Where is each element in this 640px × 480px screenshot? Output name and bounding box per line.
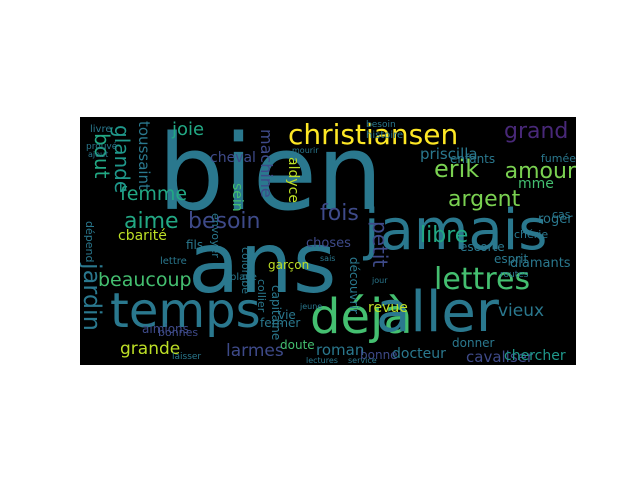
word: toussaint bbox=[135, 121, 153, 190]
word: mme bbox=[518, 176, 554, 192]
word: bonne bbox=[360, 348, 398, 362]
word: amour bbox=[504, 159, 576, 184]
word: mourir bbox=[292, 146, 319, 155]
word: jardin bbox=[80, 263, 106, 331]
word: histoire bbox=[366, 130, 404, 141]
word: cavaliser bbox=[466, 348, 534, 365]
word: vie bbox=[278, 308, 296, 322]
word: ajout bbox=[88, 150, 109, 159]
word: revue bbox=[368, 300, 408, 316]
word: cheval bbox=[210, 150, 256, 166]
word: jamais bbox=[364, 198, 548, 263]
word: libre bbox=[420, 223, 469, 248]
word: choses bbox=[306, 236, 351, 251]
word: prouvé bbox=[86, 142, 118, 152]
word: sein bbox=[229, 183, 245, 212]
word: découvrir bbox=[347, 257, 361, 314]
word: femme bbox=[120, 183, 188, 205]
word: aime bbox=[124, 209, 179, 234]
word-cloud: bien ans jamais temps déjà aller christi… bbox=[80, 117, 576, 365]
word: grande bbox=[120, 339, 181, 359]
word: jour bbox=[372, 276, 388, 285]
word: cas bbox=[552, 208, 571, 221]
word: aldyce bbox=[285, 157, 301, 203]
word: dépend bbox=[83, 221, 96, 263]
word: erik bbox=[434, 155, 480, 183]
word: fils bbox=[186, 238, 204, 252]
word: sais bbox=[320, 254, 336, 263]
word: envoyer bbox=[209, 213, 222, 258]
word: livre bbox=[90, 124, 112, 135]
word: lettre bbox=[160, 256, 187, 267]
word: aimions bbox=[142, 322, 189, 336]
word: temps bbox=[110, 283, 261, 339]
word: argent bbox=[448, 187, 521, 212]
word: cbarité bbox=[118, 228, 167, 244]
word: fumée bbox=[540, 152, 576, 165]
word: roger bbox=[538, 212, 573, 227]
word: machine bbox=[257, 129, 276, 198]
word: glande bbox=[110, 125, 134, 194]
word: lectures bbox=[306, 356, 338, 365]
word: petit bbox=[368, 221, 392, 268]
word: collier bbox=[255, 279, 268, 313]
word: place bbox=[230, 272, 257, 283]
word: beaucoup bbox=[98, 269, 192, 291]
word: docteur bbox=[392, 346, 446, 362]
word: aller bbox=[376, 280, 499, 345]
word: vieux bbox=[498, 301, 545, 321]
word: priscilla bbox=[420, 145, 478, 163]
word: diamants bbox=[510, 256, 571, 271]
word: bonnes bbox=[158, 326, 199, 339]
word: donner bbox=[452, 336, 495, 350]
word: roman bbox=[316, 341, 365, 359]
word: service bbox=[348, 356, 377, 365]
word: besoin bbox=[366, 120, 396, 130]
word: garçon bbox=[268, 258, 310, 272]
word: larmes bbox=[226, 341, 284, 361]
word: déjà bbox=[310, 289, 413, 345]
word: enfants bbox=[450, 152, 496, 166]
word: esprit bbox=[494, 252, 529, 266]
word: jeune bbox=[300, 302, 323, 311]
word: joie bbox=[172, 119, 205, 140]
word: lettres bbox=[434, 262, 531, 297]
word: ans bbox=[188, 214, 337, 312]
word: colombe bbox=[239, 247, 252, 295]
word: laisser bbox=[172, 352, 202, 362]
word: bien bbox=[158, 117, 383, 234]
word: routes bbox=[500, 270, 529, 280]
word: escorte bbox=[460, 240, 505, 254]
word: christiansen bbox=[288, 118, 459, 151]
word: chérie bbox=[514, 228, 549, 241]
word: chercher bbox=[504, 348, 566, 364]
word: besoin bbox=[188, 209, 261, 234]
word: grand bbox=[504, 119, 569, 144]
word: fermer bbox=[260, 316, 301, 330]
word: fois bbox=[320, 201, 359, 226]
word: doute bbox=[280, 338, 315, 352]
